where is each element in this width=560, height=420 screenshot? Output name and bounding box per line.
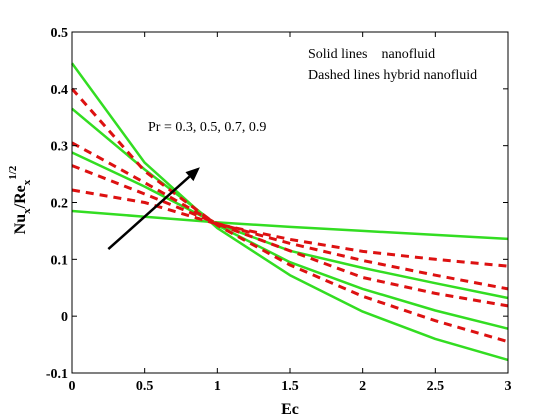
series-5-dashed-line bbox=[71, 188, 509, 268]
annotation-label: Pr = 0.3, 0.5, 0.7, 0.9 bbox=[148, 120, 266, 135]
y-axis-title-sup: 1/2 bbox=[7, 165, 19, 180]
x-tick-label: 1.5 bbox=[281, 379, 299, 394]
y-axis-title-sub1: x bbox=[21, 208, 33, 214]
y-tick-label: 0.5 bbox=[51, 26, 69, 41]
series-3-solid-line bbox=[71, 107, 509, 330]
y-tick-label: 0 bbox=[61, 310, 68, 325]
y-tick-label: 0.3 bbox=[51, 140, 69, 155]
y-tick-label: 0.2 bbox=[51, 197, 69, 212]
x-axis-title: Ec bbox=[281, 401, 299, 418]
series-4-solid-line bbox=[70, 62, 509, 362]
series-6-dashed-line bbox=[71, 164, 509, 291]
legend: Solid lines nanofluid Dashed lines hybri… bbox=[308, 47, 477, 83]
y-axis-title-main: Nu bbox=[12, 214, 29, 235]
series-layer bbox=[70, 62, 509, 362]
annotation-arrow bbox=[107, 167, 200, 251]
x-tick-label: 0.5 bbox=[136, 379, 154, 394]
x-tick-label: 3 bbox=[505, 379, 512, 394]
series-8-dashed-line bbox=[70, 87, 509, 344]
y-axis-title: Nux/Rex1/2 bbox=[7, 165, 33, 234]
series-7-dashed-line bbox=[71, 141, 509, 308]
arrow-shaft bbox=[107, 175, 191, 251]
x-tick-label: 1 bbox=[214, 379, 221, 394]
arrow-head bbox=[185, 167, 200, 182]
x-tick-label: 2 bbox=[359, 379, 366, 394]
x-tick-label: 0 bbox=[69, 379, 76, 394]
y-tick-label: 0.1 bbox=[51, 253, 69, 268]
y-tick-label: 0.4 bbox=[51, 83, 69, 98]
tick-layer: 0 0.5 1 1.5 2 2.5 3-0.100.10.20.30.40.5 bbox=[46, 26, 512, 394]
y-axis-title-sub2: x bbox=[21, 179, 33, 185]
y-tick-label: -0.1 bbox=[46, 367, 68, 382]
legend-line-2: Dashed lines hybrid nanofluid bbox=[308, 68, 477, 83]
x-tick-label: 2.5 bbox=[427, 379, 445, 394]
y-axis-title-mid: /Re bbox=[12, 185, 29, 209]
legend-line-1: Solid lines nanofluid bbox=[308, 47, 435, 62]
